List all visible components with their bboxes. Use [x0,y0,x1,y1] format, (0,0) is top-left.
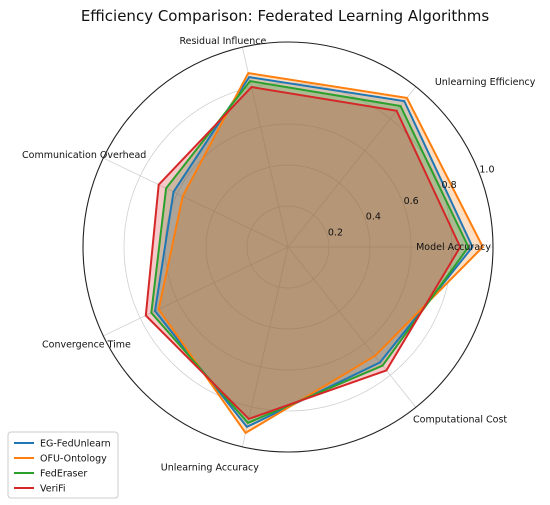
radial-gridline [241,246,289,447]
series-fill [155,77,473,427]
outer-ring [82,41,494,453]
series-line [144,86,462,421]
series-fill [145,87,461,419]
legend: EG-FedUnlearn OFU-Ontology FedEraser VeriFi [7,431,119,499]
axis-label: Unlearning Efficiency [435,77,536,88]
axis-label: Unlearning Accuracy [161,462,259,473]
series-layer [144,72,485,435]
axis-labels: 0.2 0.4 0.6 0.8 1.0 Model Accuracy Unlearning … [22,36,536,473]
legend-label: OFU-Ontology [40,454,107,465]
series-line [153,76,474,429]
series-fill [158,73,483,433]
chart-title: Efficiency Comparison: Federated Learnin… [81,7,490,25]
radial-gridline [287,246,417,408]
r-tick-label: 0.6 [404,196,419,207]
axis-label: Convergence Time [42,339,131,350]
grid-layer [82,41,494,453]
radial-gridline [103,246,289,337]
legend-label: VeriFi [40,484,66,495]
series-line [150,80,470,425]
r-tick-label: 0.4 [366,212,381,223]
r-tick-label: 0.8 [442,180,457,191]
series-line [157,72,485,435]
axis-label: Model Accuracy [416,242,491,253]
legend-label: FedEraser [40,469,87,480]
grid-circle [246,205,330,289]
legend-frame [7,431,119,499]
legend-label: EG-FedUnlearn [40,439,111,450]
r-tick-label: 0.2 [328,227,343,238]
axis-label: Residual Influence [179,36,266,47]
grid-circle [205,164,371,330]
axis-label: Computational Cost [413,414,507,425]
r-tick-label: 1.0 [479,165,494,176]
series-fill [151,81,469,423]
radial-gridline [287,86,417,248]
radial-gridline [103,157,289,248]
axis-label: Communication Overhead [22,150,146,161]
